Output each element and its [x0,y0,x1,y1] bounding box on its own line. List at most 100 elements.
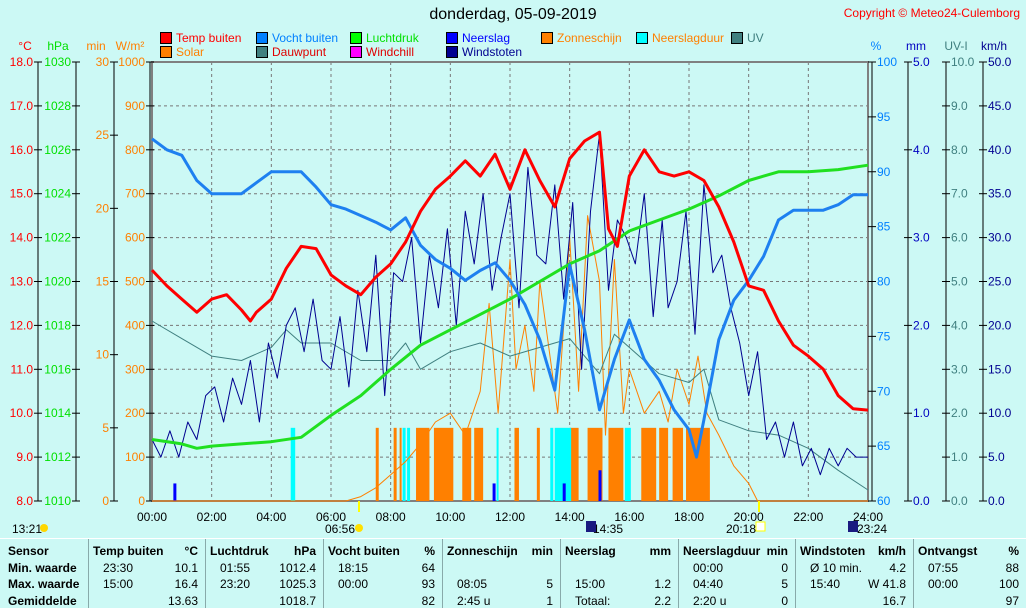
column-unit: hPa [293,544,316,558]
axis-tick-label-hpa: 1012 [44,450,71,464]
cell-time: 00:00 [928,577,959,591]
axis-unit-wm2: W/m² [116,39,145,53]
axis-tick-label-kmh: 10.0 [988,406,1012,420]
cell-value: 100 [998,577,1019,591]
bar-neerslagduur [496,427,499,501]
axis-tick-label-uv: 5.0 [951,275,968,289]
axis-tick-label-wm2: 0 [138,494,145,508]
legend-swatch [636,32,648,44]
cell-value: 1025.3 [279,577,316,591]
x-tick-label: 10:00 [435,510,465,524]
legend-item-neerslagduur: Neerslagduur [636,31,724,45]
axis-tick-label-temp: 10.0 [10,406,34,420]
bar-zonneschijn [659,427,669,501]
cell-value: 5 [546,577,553,591]
event-time-sunrise: 06:56 [325,522,355,536]
legend-swatch [256,46,268,58]
column-header: Zonneschijn [447,544,518,558]
cell-value: 13.63 [167,593,198,608]
axis-tick-label-kmh: 50.0 [988,55,1012,69]
event-time-sunset: 20:18 [726,522,756,536]
table-row-labels: Sensor Min. waarde Max. waarde Gemiddelde [0,539,88,608]
axis-tick-label-min: 30 [96,55,110,69]
cell-value: 88 [1005,560,1019,575]
axis-tick-label-pct: 60 [877,494,891,508]
cell-time: 08:05 [457,577,488,591]
legend-swatch [446,46,458,58]
legend-item-luchtdruk: Luchtdruk [350,31,419,45]
cell-time: Ø 10 min. [810,560,863,575]
bar-zonneschijn [416,427,430,501]
axis-tick-label-wm2: 500 [125,275,145,289]
legend-swatch [446,32,458,44]
sunset-icon [755,521,766,532]
legend-label: Solar [176,45,205,59]
bar-neerslagduur [624,427,631,501]
cell-time: 01:55 [220,560,251,575]
moonset-icon [848,521,858,532]
cell-time: Totaal: [575,593,611,608]
cell-value: W 41.8 [867,577,906,591]
axis-tick-label-mm: 1.0 [913,406,930,420]
x-tick-label: 24:00 [853,510,883,524]
axis-tick-label-uv: 0.0 [951,494,968,508]
legend-label: Neerslag [462,31,511,45]
axis-tick-label-temp: 12.0 [10,318,34,332]
row-label: Gemiddelde [8,593,77,608]
x-tick-label: 20:00 [734,510,764,524]
series-line-temp-buiten [150,130,869,412]
cell-value: 5 [781,577,788,591]
axis-tick-label-kmh: 30.0 [988,231,1012,245]
row-label: Max. waarde [8,577,80,591]
column-header: Ontvangst [918,544,978,558]
bar-zonneschijn [433,427,454,501]
axis-unit-min: min [86,39,105,53]
axis-tick-label-hpa: 1018 [44,318,71,332]
axis-tick-label-temp: 18.0 [10,55,34,69]
table-column-ontvangst: Ontvangst% 07:55 88 00:00 100 97 [913,539,1023,608]
bar-zonneschijn [474,427,484,501]
x-tick-label: 16:00 [614,510,644,524]
cell-value: 2.2 [654,593,671,608]
axis-tick-label-uv: 4.0 [951,318,968,332]
bar-zonneschijn [462,427,472,501]
column-header: Temp buiten [93,544,164,558]
legend-item-temp-buiten: Temp buiten [160,31,241,45]
axis-tick-label-hpa: 1016 [44,362,71,376]
column-unit: km/h [877,544,906,558]
cell-time: 00:00 [338,577,369,591]
axis-tick-label-mm: 5.0 [913,55,930,69]
cell-time: 2:45 u [457,593,491,608]
axis-tick-label-min: 0 [102,494,109,508]
cell-time: 23:30 [103,560,134,575]
bar-zonneschijn [399,427,402,501]
axis-tick-label-wm2: 100 [125,450,145,464]
axis-tick-label-hpa: 1024 [44,187,71,201]
axis-tick-label-pct: 85 [877,220,891,234]
legend-label: Windchill [366,45,415,59]
legend-item-neerslag: Neerslag [446,31,510,45]
axis-tick-label-pct: 70 [877,384,891,398]
event-time-moon_left: 13:21 [12,522,42,536]
cell-time: 18:15 [338,560,369,575]
legend-swatch [256,32,268,44]
x-tick-label: 00:00 [137,510,167,524]
sunrise-icon [355,524,363,532]
axis-tick-label-temp: 17.0 [10,99,34,113]
axis-tick-label-hpa: 1028 [44,99,71,113]
column-header: Neerslag [565,544,616,558]
axis-tick-label-wm2: 700 [125,187,145,201]
legend-item-windchill: Windchill [350,45,414,59]
series-line-luchtdruk [151,163,869,450]
cell-time: 04:40 [693,577,724,591]
axis-tick-label-uv: 10.0 [951,55,975,69]
cell-value: 93 [421,577,435,591]
cell-value: 82 [421,593,435,608]
axis-tick-label-wm2: 800 [125,143,145,157]
axis-tick-label-kmh: 25.0 [988,275,1012,289]
legend-label: Zonneschijn [557,31,622,45]
bar-zonneschijn [514,427,519,501]
axis-tick-label-pct: 65 [877,439,891,453]
axis-tick-label-uv: 1.0 [951,450,968,464]
